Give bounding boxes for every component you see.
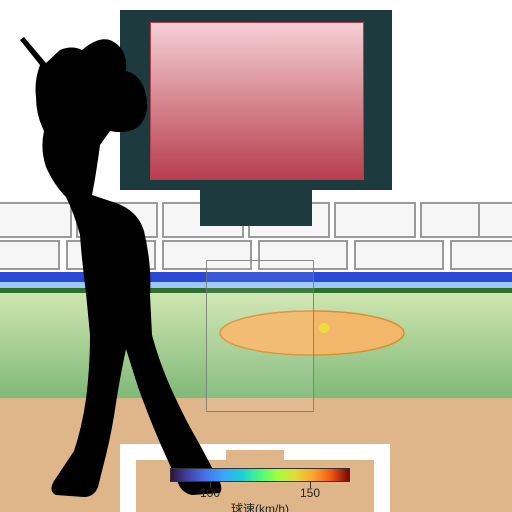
colorbar-tick-label: 150 [300,486,320,500]
stands-section [354,240,444,270]
batters-box-line [374,444,390,512]
colorbar-gradient [170,468,350,482]
pitch-chart-scene: 100 150 球速(km/h) [0,0,512,512]
stands-section [334,202,416,238]
stands-section [450,240,512,270]
stands-section [478,202,512,238]
colorbar-axis-label: 球速(km/h) [231,500,289,512]
batter-silhouette [0,35,250,505]
batters-box-line [284,444,374,460]
speed-colorbar: 100 150 球速(km/h) [170,468,350,512]
colorbar-tick-label: 100 [200,486,220,500]
